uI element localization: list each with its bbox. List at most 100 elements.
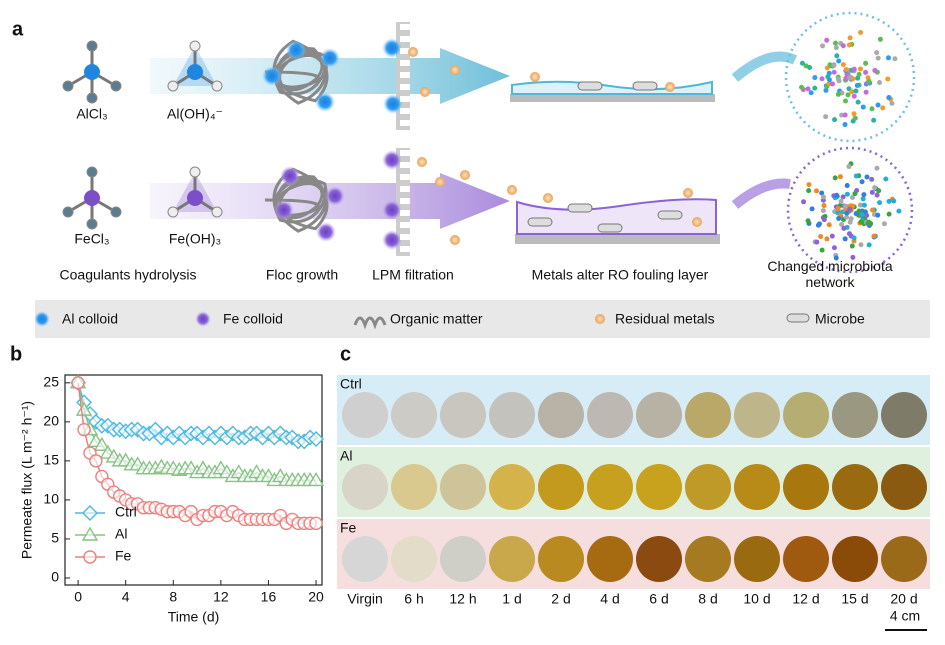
column-label: 12 h	[449, 591, 476, 607]
y-tick-label: 20	[43, 413, 59, 429]
membrane-sample	[685, 464, 731, 510]
y-tick-label: 25	[43, 374, 59, 390]
membrane-sample	[538, 536, 584, 582]
membrane-sample	[832, 536, 878, 582]
network-node	[835, 206, 841, 212]
network-node	[832, 117, 838, 123]
column-label: 10 d	[743, 591, 770, 607]
network-node	[860, 104, 866, 110]
atom	[86, 92, 98, 104]
legend-label: Fe colloid	[223, 311, 283, 327]
legend-label: Fe	[115, 548, 132, 564]
network-node	[852, 191, 858, 197]
network-node	[874, 165, 880, 171]
residual-metal	[530, 72, 540, 82]
network-node	[875, 102, 881, 108]
network-node	[853, 88, 859, 94]
marker	[77, 422, 91, 437]
network-node	[832, 175, 838, 181]
network-node	[868, 221, 874, 227]
marker	[93, 436, 111, 451]
step-label: LPM filtration	[372, 267, 454, 283]
fe-colloid	[325, 186, 345, 206]
residual-metal	[420, 87, 430, 97]
network-node	[823, 87, 829, 93]
al-colloid	[320, 48, 340, 68]
network-node	[819, 247, 825, 253]
membrane-stripe	[400, 186, 410, 192]
network-node	[826, 222, 832, 228]
membrane-stripe	[400, 108, 410, 114]
network-node	[831, 62, 837, 68]
network-node	[876, 188, 882, 194]
network-circle	[786, 146, 914, 274]
network-node	[842, 112, 848, 118]
scale-label: 4 cm	[890, 608, 920, 624]
network-node	[803, 63, 809, 69]
column-label: 2 d	[551, 591, 570, 607]
network-node	[842, 122, 848, 128]
legend-label: Residual metals	[615, 311, 715, 327]
row-label: Fe	[340, 520, 357, 536]
metal-atom	[84, 190, 100, 206]
fe-colloid	[280, 166, 300, 186]
network-node	[872, 185, 878, 191]
column-label: 15 d	[841, 591, 868, 607]
network-node	[833, 255, 839, 261]
network-node	[799, 84, 805, 90]
network-node	[859, 179, 865, 185]
network-node	[891, 198, 897, 204]
network-node	[851, 235, 857, 241]
network-node	[834, 53, 840, 59]
membrane-sample	[391, 392, 437, 438]
al-arrow	[150, 48, 510, 104]
legend-icon	[595, 314, 605, 324]
network-node	[808, 90, 814, 96]
fouling-layer	[511, 80, 713, 95]
marker	[71, 376, 85, 390]
membrane-sample	[881, 536, 927, 582]
network-node	[886, 198, 892, 204]
membrane-stripe	[400, 150, 410, 156]
membrane-stripe	[400, 96, 410, 102]
atom	[110, 80, 122, 92]
network-node	[872, 67, 878, 73]
residual-metal	[543, 193, 553, 203]
molecule-label: Fe(OH)₃	[169, 231, 221, 247]
membrane-sample	[881, 392, 927, 438]
residual-metal	[450, 65, 460, 75]
network-node	[870, 207, 876, 213]
plot-frame	[64, 374, 323, 586]
network-node	[869, 106, 875, 112]
network-node	[836, 58, 842, 64]
al-colloid	[382, 38, 402, 58]
membrane-sample	[489, 392, 535, 438]
microbe	[577, 81, 603, 91]
membrane-sample	[734, 536, 780, 582]
metal-atom	[187, 190, 203, 206]
network-node	[801, 199, 807, 205]
fe-colloid	[382, 230, 402, 250]
network-node	[823, 114, 829, 120]
network-node	[812, 75, 818, 81]
atom	[211, 206, 223, 218]
network-node	[845, 92, 851, 98]
network-node	[825, 74, 831, 80]
row-label: Ctrl	[340, 376, 362, 392]
atom	[211, 80, 223, 92]
network-node	[849, 243, 855, 249]
legend-label: Al	[115, 526, 127, 542]
legend-icon	[353, 316, 387, 330]
network-node	[856, 71, 862, 77]
membrane-sample	[489, 536, 535, 582]
network-node	[819, 190, 825, 196]
curve-arrow	[731, 178, 791, 209]
atom	[86, 218, 98, 230]
legend-bar	[35, 300, 930, 338]
membrane-sample	[832, 392, 878, 438]
legend-label: Al colloid	[62, 311, 118, 327]
atom	[167, 206, 179, 218]
network-node	[866, 78, 872, 84]
column-label: 8 d	[698, 591, 717, 607]
